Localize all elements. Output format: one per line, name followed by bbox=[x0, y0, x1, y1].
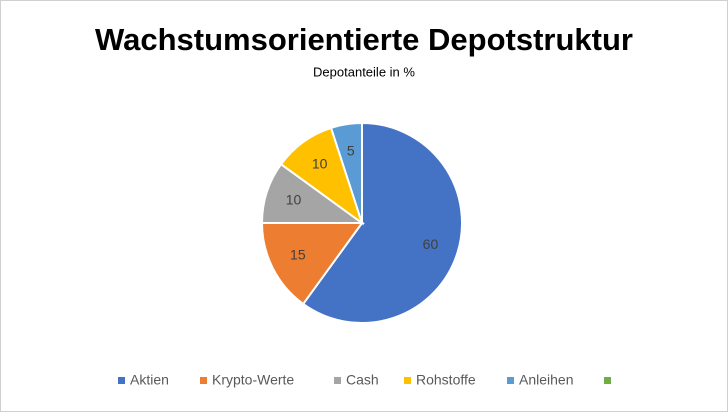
legend-label: Krypto-Werte bbox=[212, 372, 294, 388]
pie-slice bbox=[260, 222, 364, 306]
legend-marker bbox=[404, 377, 411, 384]
chart-subtitle: Depotanteile in % bbox=[313, 64, 415, 79]
chart-title: Wachstumsorientierte Depotstruktur bbox=[95, 22, 633, 57]
legend-label: Rohstoffe bbox=[416, 372, 476, 388]
legend-marker bbox=[200, 377, 207, 384]
legend-label: Aktien bbox=[130, 372, 169, 388]
legend-marker bbox=[118, 377, 125, 384]
data-label: 10 bbox=[286, 191, 302, 207]
legend-label: Anleihen bbox=[519, 372, 574, 388]
data-label: 5 bbox=[347, 143, 355, 159]
legend-label: Cash bbox=[346, 372, 379, 388]
data-label: 15 bbox=[290, 246, 306, 262]
legend-marker bbox=[604, 377, 611, 384]
data-label: 60 bbox=[423, 236, 439, 252]
legend-marker bbox=[507, 377, 514, 384]
data-label: 10 bbox=[312, 155, 328, 171]
pie-slice bbox=[329, 121, 363, 224]
legend-marker bbox=[334, 377, 341, 384]
pie-slice bbox=[301, 121, 463, 324]
